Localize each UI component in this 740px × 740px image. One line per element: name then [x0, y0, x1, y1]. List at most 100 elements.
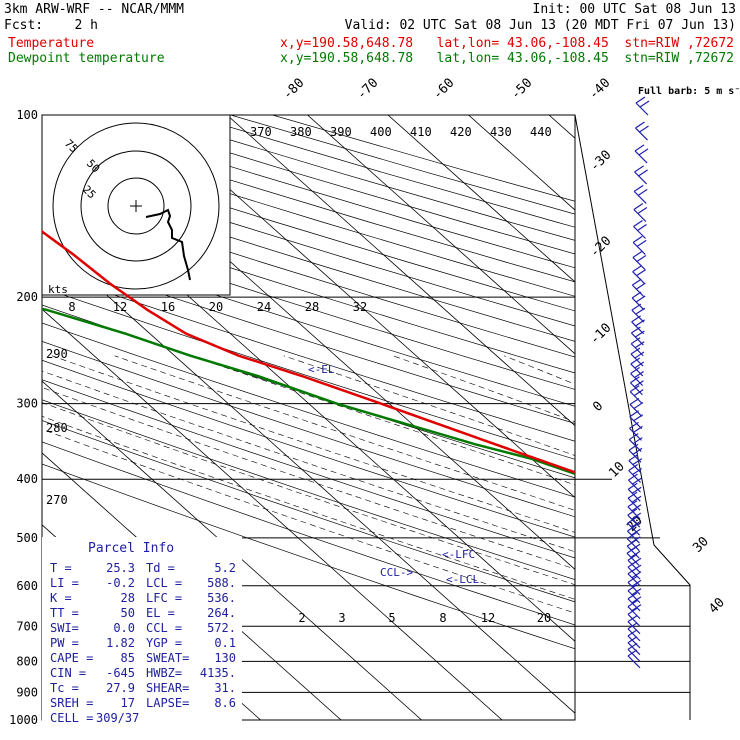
hodograph-axis-label-24: 24 [257, 300, 271, 314]
temperature-label--40: -40 [586, 76, 613, 103]
parcel-row-4-label-a: SWI= [50, 621, 79, 635]
theta-left-label-290: 290 [46, 347, 68, 361]
dry-adiabat-310 [42, 322, 575, 498]
wind-barb-190 [632, 265, 646, 285]
isotherm--10 [307, 115, 575, 355]
parcel-row-0-label-b: Td = [146, 561, 175, 575]
hodograph-axis-label-20: 20 [209, 300, 223, 314]
hodograph-axis-label-16: 16 [161, 300, 175, 314]
wind-barb-435 [627, 482, 642, 502]
isotherm--60 [42, 236, 575, 714]
theta-left-label-280: 280 [46, 421, 68, 435]
dry-adiabat-360 [42, 237, 575, 407]
parcel-row-7-value-a: -645 [106, 666, 135, 680]
wind-barb-120 [634, 144, 649, 164]
wind-barb-170 [632, 235, 647, 255]
hodograph-axis-label-32: 32 [353, 300, 367, 314]
mixing-ratio-label-3: 3 [338, 611, 345, 625]
dry-adiabat-390 [42, 191, 575, 358]
parcel-row-4-label-b: CCL = [146, 621, 182, 635]
el-marker: <-EL [308, 363, 335, 376]
parcel-row-1-label-a: LI = [50, 576, 79, 590]
wind-barb-700 [627, 607, 641, 627]
hodograph-ring-25 [107, 177, 165, 235]
mixing-ratio-2 [637, 479, 740, 720]
dry-adiabat-300 [42, 340, 575, 518]
pressure-label-300: 300 [16, 397, 38, 411]
pressure-label-100: 100 [16, 108, 38, 122]
parcel-info-title: Parcel Info [88, 541, 174, 556]
parcel-row-4-value-b: 572. [207, 621, 236, 635]
dry-adiabat-340 [42, 270, 575, 442]
moist-adiabat--15 [42, 415, 575, 600]
wind-barb-420 [628, 473, 642, 493]
temperature-label--20: -20 [587, 234, 614, 261]
wind-barb-600 [627, 567, 642, 587]
parcel-row-4-value-a: 0.0 [113, 621, 135, 635]
parcel-row-6-label-b: SWEAT= [146, 651, 189, 665]
dewpoint-profile [42, 307, 575, 476]
pressure-label-600: 600 [16, 579, 38, 593]
parcel-row-3-label-a: TT = [50, 606, 79, 620]
wind-barb-200 [631, 278, 646, 298]
wind-barb-720 [627, 615, 641, 635]
wind-barb-760 [627, 629, 641, 649]
dry-adiabat-370 [42, 221, 575, 390]
isotherm--30 [146, 115, 575, 499]
wind-barb-290 [629, 376, 644, 396]
parcel-row-10-label-a: CELL = [50, 711, 93, 725]
parcel-row-2-value-b: 536. [207, 591, 236, 605]
moist-adiabat--20 [42, 428, 575, 614]
valid-time: Valid: 02 UTC Sat 08 Jun 13 (20 MDT Fri … [344, 18, 736, 33]
wind-barb-230 [631, 315, 645, 335]
parcel-row-9-value-b: 8.6 [214, 696, 236, 710]
parcel-row-8-value-b: 31. [214, 681, 236, 695]
wind-barb-555 [626, 546, 641, 566]
parcel-row-3-value-a: 50 [121, 606, 135, 620]
wind-barb-210 [631, 291, 646, 311]
theta-label-420: 420 [450, 125, 472, 139]
wind-barb-180 [632, 250, 647, 270]
dry-adiabat-330 [42, 287, 575, 460]
isotherm-40 [710, 115, 740, 720]
parcel-row-3-label-b: EL = [146, 606, 175, 620]
wind-barb-280 [630, 367, 644, 386]
legend-dewpoint-label: Dewpoint temperature [8, 51, 165, 66]
isotherm-0 [387, 115, 575, 283]
dry-adiabat-260 [42, 420, 575, 603]
pressure-axis-labels: 100 200 300 400 500 600 700 800 900 1000 [9, 108, 38, 727]
theta-labels: 370 380 390 400 410 420 430 440 290 280 270 [46, 125, 552, 507]
temperature-label--80: -80 [280, 76, 307, 103]
parcel-row-6-label-a: CAPE = [50, 651, 93, 665]
parcel-row-2-label-a: K = [50, 591, 72, 605]
legend-dewpoint-info: x,y=190.58,648.78 lat,lon= 43.06,-108.45… [280, 51, 734, 66]
parcel-row-2-label-b: LFC = [146, 591, 182, 605]
wind-barb-450 [627, 491, 642, 511]
wind-barb-660 [627, 592, 642, 612]
wind-barb-465 [627, 500, 642, 520]
wind-legend-line1: Full barb: 5 m s⁻¹ [638, 86, 740, 97]
theta-label-380: 380 [290, 125, 312, 139]
wind-barb-680 [627, 600, 642, 620]
parcel-row-1-label-b: LCL = [146, 576, 182, 590]
init-time: Init: 00 UTC Sat 08 Jun 13 [532, 2, 737, 17]
wind-barb-300 [629, 385, 644, 405]
dry-adiabat-270 [42, 399, 575, 580]
parcel-row-7-value-b: 4135. [200, 666, 236, 680]
temperature-label--60: -60 [430, 76, 457, 103]
isotherm-30 [630, 115, 740, 720]
temperature-label--70: -70 [354, 76, 381, 103]
pressure-label-400: 400 [16, 472, 38, 486]
temperature-label-10: 10 [606, 459, 628, 481]
parcel-row-5-value-b: 0.1 [214, 636, 236, 650]
parcel-row-1-value-a: -0.2 [106, 576, 135, 590]
wind-barb-110 [635, 121, 649, 141]
isotherm-20 [548, 115, 575, 139]
hodograph-ring-50 [80, 150, 192, 262]
hodograph-axis-label-8: 8 [68, 300, 75, 314]
mixing-ratio-label-2: 2 [298, 611, 305, 625]
theta-label-440: 440 [530, 125, 552, 139]
theta-label-390: 390 [330, 125, 352, 139]
parcel-row-7-label-b: HWBZ= [146, 666, 182, 680]
mixing-ratio-labels: 2 3 5 8 12 20 [298, 611, 551, 625]
